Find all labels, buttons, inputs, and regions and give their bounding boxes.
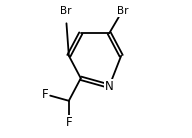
Text: N: N xyxy=(105,80,114,93)
Text: Br: Br xyxy=(60,6,71,16)
Text: Br: Br xyxy=(117,6,128,16)
Text: F: F xyxy=(65,116,72,129)
Text: F: F xyxy=(42,88,48,101)
